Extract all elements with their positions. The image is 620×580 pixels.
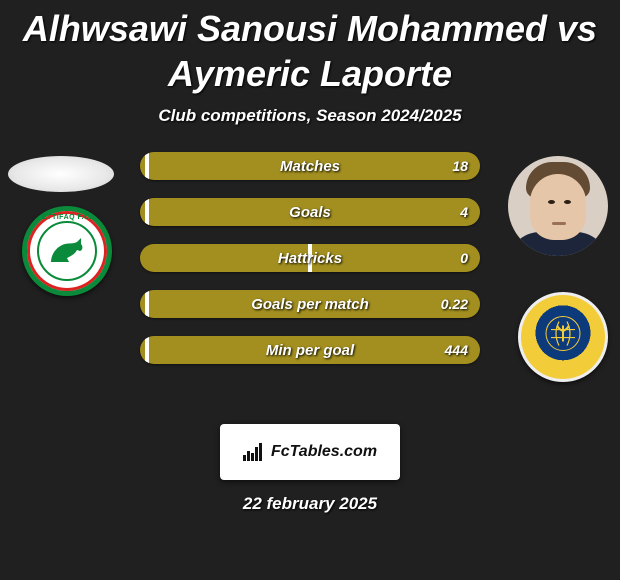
stat-bar: Matches18	[140, 152, 480, 180]
player-right-avatar	[508, 156, 608, 256]
stat-bar-label: Goals per match	[140, 290, 480, 318]
brand-name: FcTables.com	[271, 443, 377, 461]
stat-bar-right-value: 18	[452, 152, 468, 180]
comparison-date: 22 february 2025	[0, 494, 620, 514]
stat-bar: Hattricks0	[140, 244, 480, 272]
stat-bar-right-value: 0.22	[441, 290, 468, 318]
stat-bar: Goals4	[140, 198, 480, 226]
comparison-stage: ETTIFAQ F.C. Matches18 Goals4 Hattricks0 Go…	[0, 148, 620, 408]
stat-bar-right-value: 4	[460, 198, 468, 226]
stat-bar-label: Min per goal	[140, 336, 480, 364]
player-left-avatar	[8, 156, 114, 192]
player-right-face-icon	[508, 156, 608, 256]
club-right-badge	[518, 292, 608, 382]
page-title: Alhwsawi Sanousi Mohammed vs Aymeric Lap…	[0, 0, 620, 96]
horse-icon	[47, 236, 87, 266]
club-left-label: ETTIFAQ F.C.	[27, 214, 107, 221]
stat-bars: Matches18 Goals4 Hattricks0 Goals per match…	[140, 152, 480, 382]
stat-bar-right-value: 0	[460, 244, 468, 272]
stat-bar: Goals per match0.22	[140, 290, 480, 318]
page-subtitle: Club competitions, Season 2024/2025	[0, 106, 620, 126]
bars-chart-icon	[243, 443, 265, 461]
club-left-badge: ETTIFAQ F.C.	[22, 206, 112, 296]
stat-bar-label: Matches	[140, 152, 480, 180]
club-right-inner-icon	[545, 316, 581, 355]
stat-bar: Min per goal444	[140, 336, 480, 364]
stat-bar-label: Goals	[140, 198, 480, 226]
brand-badge: FcTables.com	[220, 424, 400, 480]
stat-bar-label: Hattricks	[140, 244, 480, 272]
stat-bar-right-value: 444	[445, 336, 468, 364]
